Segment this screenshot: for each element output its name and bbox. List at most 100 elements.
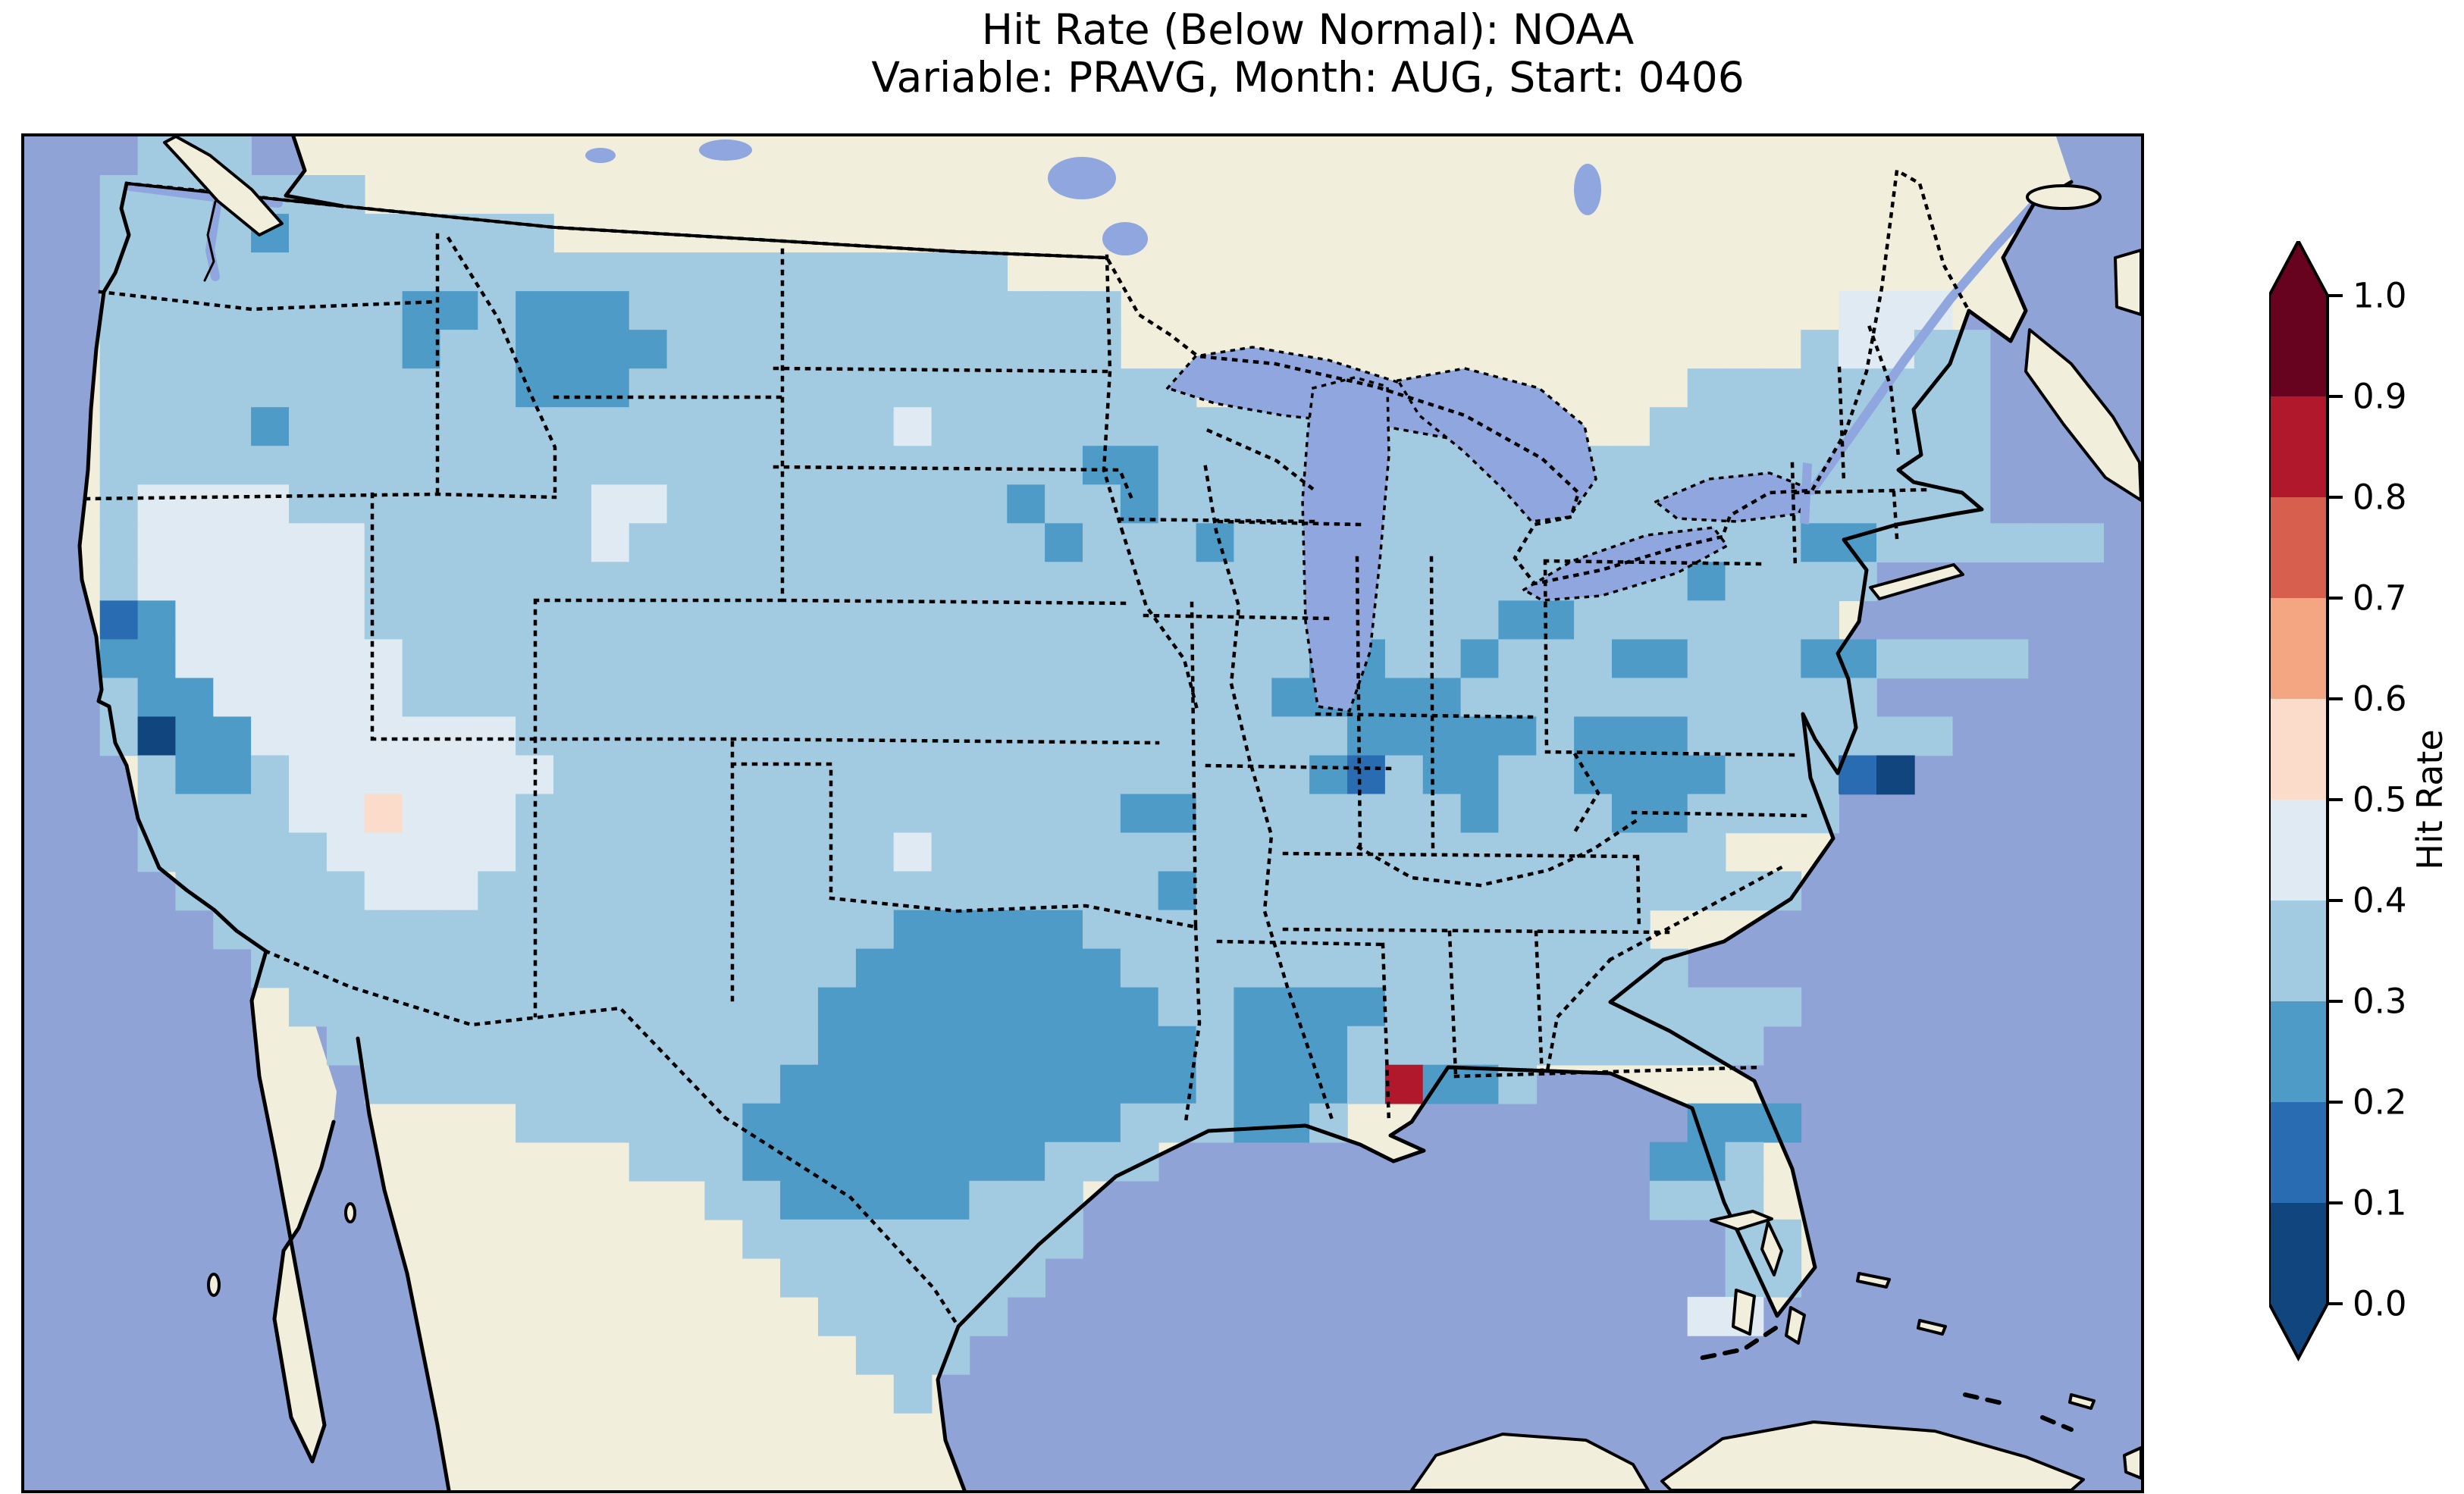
- heatmap-cell: [365, 523, 403, 562]
- heatmap-cell: [175, 716, 214, 756]
- heatmap-cell: [1498, 678, 1537, 717]
- heatmap-cell: [1461, 833, 1500, 872]
- heatmap-cell: [667, 833, 706, 872]
- heatmap-cell: [1347, 794, 1386, 834]
- heatmap-cell: [1196, 1065, 1235, 1104]
- heatmap-cell: [629, 678, 668, 717]
- heatmap-cell: [1083, 1065, 1121, 1104]
- heatmap-cell: [440, 330, 478, 369]
- heatmap-cell: [629, 600, 668, 640]
- heatmap-cell: [1423, 600, 1462, 640]
- heatmap-cell: [591, 910, 630, 950]
- baja-california: [252, 951, 337, 1461]
- heatmap-cell: [780, 484, 819, 524]
- heatmap-cell: [1158, 1026, 1197, 1066]
- heatmap-cell: [780, 988, 819, 1027]
- heatmap-cell: [856, 794, 895, 834]
- heatmap-cell: [667, 988, 706, 1027]
- heatmap-cell: [289, 756, 328, 795]
- heatmap-cell: [856, 484, 895, 524]
- heatmap-cell: [1952, 368, 1991, 408]
- heatmap-cell: [818, 523, 857, 562]
- heatmap-cell: [1158, 988, 1197, 1027]
- heatmap-cell: [894, 1181, 933, 1220]
- heatmap-cell: [780, 1181, 819, 1220]
- heatmap-cell: [403, 368, 441, 408]
- heatmap-cell: [1461, 562, 1500, 601]
- heatmap-cell: [818, 330, 857, 369]
- heatmap-cell: [742, 368, 781, 408]
- heatmap-cell: [1650, 756, 1688, 795]
- heatmap-cell: [327, 872, 365, 911]
- heatmap-cell: [365, 949, 403, 988]
- heatmap-cell: [742, 1026, 781, 1066]
- heatmap-cell: [704, 330, 743, 369]
- colorbar-segment: [2269, 296, 2328, 397]
- heatmap-cell: [894, 1065, 933, 1104]
- heatmap-cell: [1914, 716, 1953, 756]
- heatmap-cell: [667, 794, 706, 834]
- chart-title: Hit Rate (Below Normal): NOAA: [871, 6, 1744, 54]
- heatmap-cell: [932, 600, 970, 640]
- heatmap-cell: [365, 639, 403, 678]
- heatmap-cell: [100, 175, 139, 215]
- heatmap-cell: [818, 678, 857, 717]
- heatmap-cell: [629, 1142, 668, 1182]
- heatmap-cell: [969, 600, 1008, 640]
- heatmap-cell: [1612, 716, 1651, 756]
- heatmap-cell: [213, 562, 252, 601]
- heatmap-cell: [1498, 949, 1537, 988]
- heatmap-cell: [894, 368, 933, 408]
- heatmap-cell: [1763, 368, 1801, 408]
- heatmap-cell: [704, 1065, 743, 1104]
- heatmap-cell: [1801, 600, 1839, 640]
- bahamas-cay: [1857, 1273, 1889, 1287]
- heatmap-cell: [516, 368, 554, 408]
- heatmap-cell: [780, 368, 819, 408]
- heatmap-cell: [704, 1142, 743, 1182]
- heatmap-cell: [1461, 484, 1500, 524]
- heatmap-cell: [856, 1026, 895, 1066]
- heatmap-cell: [591, 600, 630, 640]
- heatmap-cell: [742, 562, 781, 601]
- heatmap-cell: [175, 407, 214, 446]
- heatmap-cell: [1763, 716, 1801, 756]
- heatmap-cell: [629, 756, 668, 795]
- heatmap-cell: [251, 368, 290, 408]
- heatmap-cell: [932, 833, 970, 872]
- heatmap-cell: [1347, 872, 1386, 911]
- heatmap-cell: [1461, 1026, 1500, 1066]
- heatmap-cell: [478, 600, 516, 640]
- heatmap-cell: [856, 639, 895, 678]
- heatmap-cell: [175, 678, 214, 717]
- heatmap-cell: [856, 833, 895, 872]
- heatmap-cell: [932, 1026, 970, 1066]
- map-canvas: [24, 136, 2141, 1490]
- heatmap-cell: [704, 756, 743, 795]
- heatmap-cell: [742, 988, 781, 1027]
- heatmap-cell: [667, 407, 706, 446]
- heatmap-cell: [1158, 407, 1197, 446]
- heatmap-cell: [1385, 1026, 1424, 1066]
- heatmap-cell: [251, 330, 290, 369]
- heatmap-cell: [478, 639, 516, 678]
- heatmap-cell: [780, 523, 819, 562]
- heatmap-cell: [629, 407, 668, 446]
- heatmap-cell: [1385, 600, 1424, 640]
- heatmap-cell: [251, 252, 290, 292]
- heatmap-cell: [440, 484, 478, 524]
- heatmap-cell: [856, 1258, 895, 1298]
- heatmap-cell: [365, 330, 403, 369]
- heatmap-cell: [856, 1065, 895, 1104]
- heatmap-cell: [440, 678, 478, 717]
- heatmap-cell: [818, 1026, 857, 1066]
- heatmap-cell: [553, 678, 592, 717]
- heatmap-cell: [591, 678, 630, 717]
- heatmap-cell: [591, 523, 630, 562]
- heatmap-cell: [1726, 1026, 1764, 1066]
- heatmap-cell: [1423, 446, 1462, 485]
- heatmap-cell: [932, 330, 970, 369]
- heatmap-cell: [1121, 949, 1159, 988]
- heatmap-cell: [667, 446, 706, 485]
- heatmap-cell: [327, 214, 365, 253]
